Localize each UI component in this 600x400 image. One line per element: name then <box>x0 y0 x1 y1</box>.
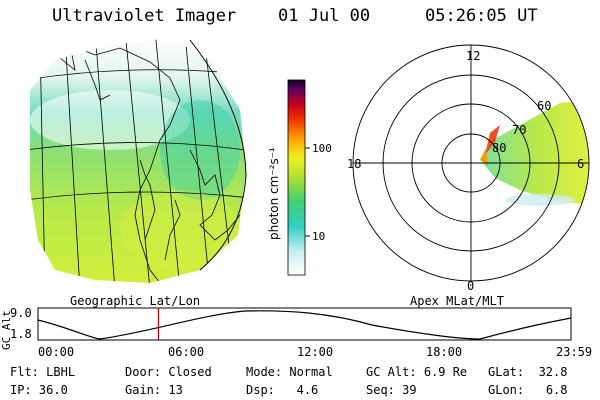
gain-field: Gain: 13 <box>125 383 183 397</box>
timeline-ytick-1-8: 1.8 <box>10 327 32 341</box>
ip-value: 36.0 <box>38 383 68 397</box>
lat-label-60: 60 <box>537 99 551 113</box>
parallel-lines <box>30 69 246 201</box>
timeline-frame <box>37 307 572 341</box>
coastline <box>30 44 241 283</box>
left-panel-caption: Geographic Lat/Lon <box>70 294 200 308</box>
auroral-oval <box>482 100 589 205</box>
geographic-map <box>30 38 247 283</box>
flt-field: Flt: LBHL <box>10 365 76 379</box>
timeline-ytick-9: 9.0 <box>10 306 32 320</box>
altitude-curve <box>37 310 572 340</box>
door-value: Closed <box>168 365 212 379</box>
altitude-timeline: 9.0 1.8 GC Alt <box>0 306 572 350</box>
dsp-value: 4.6 <box>296 383 319 397</box>
time-label: 05:26:05 UT <box>425 6 538 26</box>
lat-label-70: 70 <box>512 123 526 137</box>
seq-value: 39 <box>402 383 417 397</box>
timeline-ylabel: GC Alt <box>0 310 13 350</box>
colorbar-tick-10: 10 <box>312 230 325 243</box>
instrument-title: Ultraviolet Imager <box>52 6 237 26</box>
xtick-2359: 23:59 <box>556 345 593 359</box>
meridian-lines <box>39 38 233 283</box>
glon-value: 6.8 <box>545 383 568 397</box>
xtick-1200: 12:00 <box>297 345 334 359</box>
lat-label-80: 80 <box>492 141 506 155</box>
right-panel-caption: Apex MLat/MLT <box>410 294 504 308</box>
gcalt-value: 6.9 Re <box>423 365 468 379</box>
xtick-0000: 00:00 <box>38 345 75 359</box>
polar-plot: 12 18 6 0 60 70 80 <box>347 44 590 293</box>
ip-field: IP: 36.0 <box>10 383 68 397</box>
xtick-1800: 18:00 <box>426 345 463 359</box>
mode-value: Normal <box>289 365 333 379</box>
mlt-label-0: 0 <box>467 279 474 293</box>
colorbar-tick-100: 100 <box>312 142 332 155</box>
gcalt-field: GC Alt: 6.9 Re <box>366 365 468 379</box>
mlt-label-12: 12 <box>466 49 480 63</box>
mlt-label-18: 18 <box>347 157 361 171</box>
colorbar-gradient <box>287 79 306 276</box>
mlt-label-6: 6 <box>577 157 584 171</box>
door-field: Door: Closed <box>125 365 212 379</box>
seq-field: Seq: 39 <box>366 383 417 397</box>
mode-field: Mode: Normal <box>246 365 333 379</box>
glat-value: 32.8 <box>538 365 568 379</box>
colorbar-label: photon cm⁻²s⁻¹ <box>267 147 281 240</box>
dsp-field: Dsp: 4.6 <box>246 383 319 397</box>
glat-field: GLat: 32.8 <box>488 365 568 379</box>
glon-field: GLon: 6.8 <box>488 383 568 397</box>
colorbar: 100 10 photon cm⁻²s⁻¹ <box>267 79 332 276</box>
flt-value: LBHL <box>46 365 76 379</box>
xtick-0600: 06:00 <box>168 345 205 359</box>
date-label: 01 Jul 00 <box>278 6 371 26</box>
gain-value: 13 <box>168 383 183 397</box>
